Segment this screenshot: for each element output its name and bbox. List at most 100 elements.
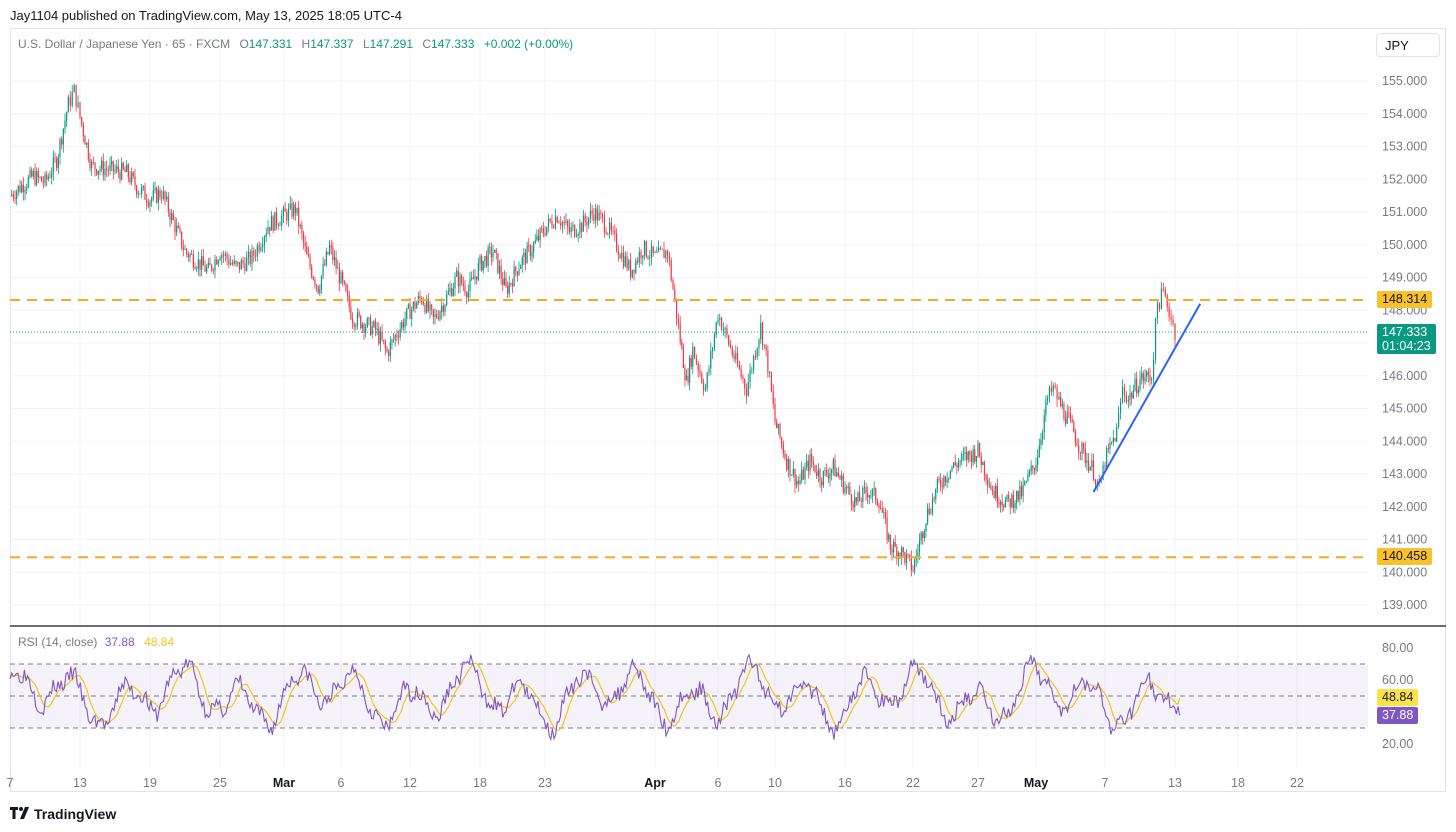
candle-body [681,342,683,347]
candle-body [1046,397,1049,401]
candle [447,283,449,296]
candle [1054,382,1056,390]
candle [1121,379,1124,404]
candle-body [1033,468,1035,471]
candle-body [598,212,600,221]
candle [1107,443,1109,454]
candle-body [404,319,406,328]
candle-body [918,540,921,553]
time-axis-label: 6 [715,776,722,790]
candle [860,497,862,508]
candle [999,499,1002,513]
candle-body [726,328,728,336]
candle-body [777,423,779,429]
time-axis-label: 7 [7,776,14,790]
candle-body [738,364,740,370]
candle-body [394,335,396,340]
candle-body [442,305,444,313]
candle-body [51,173,53,178]
candle-body [672,280,674,290]
candle [441,298,443,320]
candle [941,477,943,495]
candle [554,208,557,231]
candle [854,490,856,512]
candle [542,221,544,238]
candle [967,451,969,464]
candle-body [44,174,46,184]
time-axis-label: 27 [971,776,985,790]
candle [988,477,990,489]
candle [1131,391,1133,405]
candle-body [457,270,459,287]
candle-body [1160,288,1162,309]
candle [953,461,955,469]
candle [715,321,717,339]
currency-button[interactable]: JPY [1376,33,1440,57]
candle-body [650,246,653,258]
candle [293,201,295,220]
candle [368,316,370,326]
candle [249,249,251,267]
candle-body [988,485,990,487]
candle [516,271,518,282]
candle [658,240,660,253]
candle-body [852,503,854,508]
candle-body [1116,426,1118,442]
candle [663,241,665,259]
candle-body [873,488,875,490]
candle-body [159,190,161,198]
candle-body [426,298,428,313]
candle-body [980,456,982,466]
candle-body [327,251,329,254]
candle [342,269,344,287]
candle [411,306,413,327]
candle-body [1050,387,1052,392]
candle [814,465,816,474]
candle-body [201,256,203,270]
candle [231,259,234,266]
candle-body [230,262,232,265]
time-axis-label: Apr [644,776,666,790]
candle-body [722,329,724,331]
tradingview-logo[interactable]: TradingView [10,806,116,822]
candle [204,260,206,273]
candle-body [628,260,630,269]
price-axis-label: 143.000 [1382,467,1427,481]
candle [457,263,459,294]
candle-body [141,187,143,194]
candle [31,167,33,178]
candle-body [459,275,461,287]
candle [749,363,751,390]
candle-body [758,339,760,349]
candle [144,182,146,200]
candle [701,370,703,385]
candle-body [812,462,814,466]
candle-body [638,252,640,263]
candle [905,549,908,570]
candle [717,314,719,326]
time-axis-label: 7 [1102,776,1109,790]
candle [1084,441,1086,468]
publisher-line: Jay1104 published on TradingView.com, Ma… [10,8,402,23]
candle-body [456,270,458,277]
candle-body [267,226,269,234]
candle [27,174,29,189]
candle [365,323,367,338]
candle [839,474,841,481]
candle [429,300,431,319]
candle [330,239,332,255]
candle-body [946,479,948,483]
candle [402,318,405,331]
candle-body [412,301,414,309]
candle-body [658,247,660,253]
candle [201,249,203,277]
candle [712,346,714,359]
candle-body [253,250,255,256]
candle [589,202,591,223]
candle [829,467,831,487]
candle-body [749,369,751,382]
rsi-value-tag: 37.88 [1377,707,1419,724]
candle [129,170,131,185]
candle-body [858,492,861,502]
